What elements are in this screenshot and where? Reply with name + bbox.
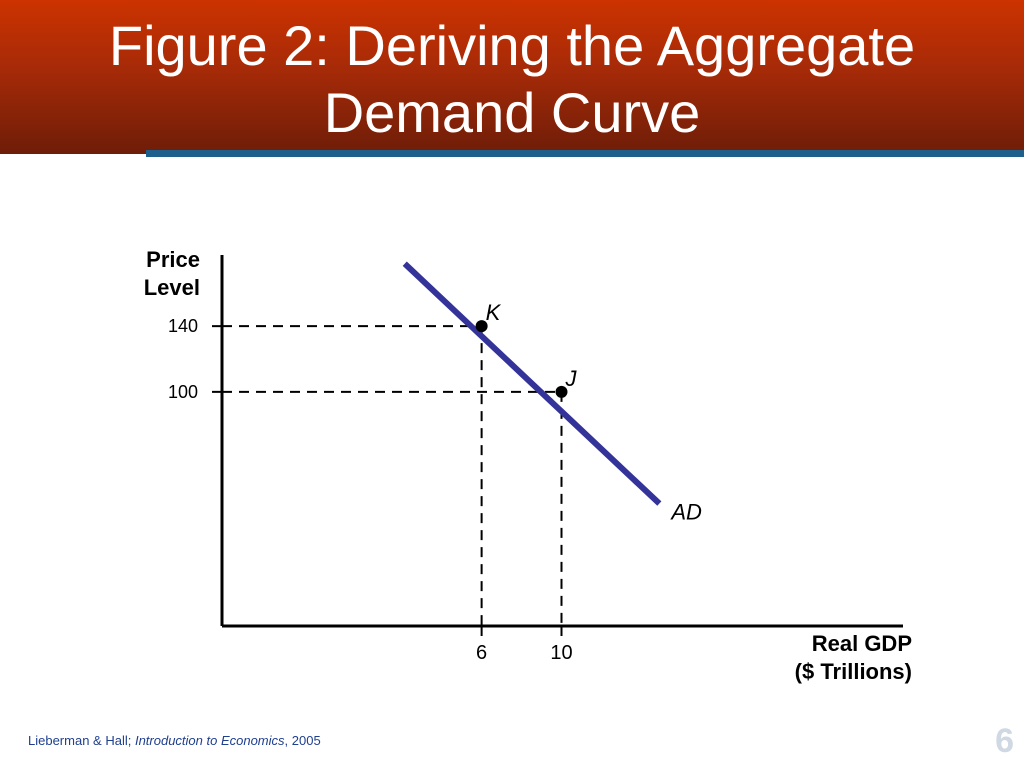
x-tick-label: 10: [550, 642, 572, 664]
x-axis-title: Real GDP ($ Trillions): [795, 631, 912, 684]
slide-title-line-2: Demand Curve: [323, 81, 701, 144]
x-axis-title-line: ($ Trillions): [795, 659, 912, 684]
footer-book-title: Introduction to Economics: [134, 733, 285, 748]
point-marker: [475, 320, 488, 333]
y-tick-label: 100: [168, 382, 198, 402]
point-marker: [555, 385, 568, 398]
point-label: K: [486, 300, 502, 325]
x-tick-label: 6: [476, 642, 487, 664]
footer-authors: Lieberman & Hall;: [28, 733, 135, 748]
ad-curve: [402, 261, 662, 506]
point-label: J: [565, 366, 578, 391]
y-axis-title-line: Level: [144, 275, 200, 300]
y-tick-label: 140: [168, 316, 198, 336]
footer-citation: Lieberman & Hall; Introduction to Econom…: [28, 733, 321, 748]
x-axis-title-line: Real GDP: [812, 631, 912, 656]
title-rule-bar: [146, 150, 1024, 157]
y-axis-title-line: Price: [146, 247, 200, 272]
y-axis-title: Price Level: [144, 247, 200, 300]
slide-title-line-1: Figure 2: Deriving the Aggregate: [108, 14, 916, 77]
page-number: 6: [995, 722, 1014, 760]
footer-year: , 2005: [284, 733, 321, 748]
series-label: AD: [669, 500, 702, 525]
title-banner: Figure 2: Deriving the Aggregate Demand …: [0, 0, 1024, 154]
